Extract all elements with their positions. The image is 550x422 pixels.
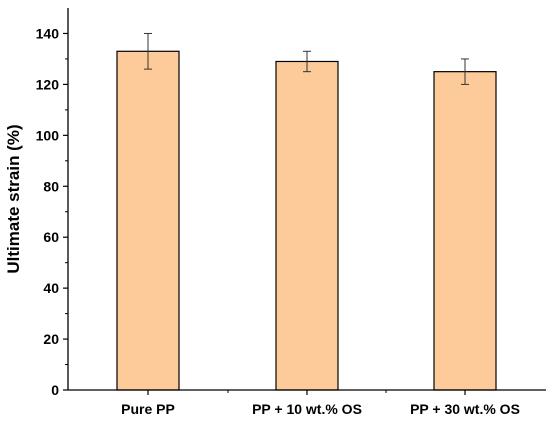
error-bars [144, 32, 469, 85]
y-tick-label: 80 [43, 178, 59, 194]
bar-3 [433, 71, 497, 391]
y-ticks: 0 20 40 60 80 100 120 140 [36, 25, 68, 398]
y-axis-title: Ultimate strain (%) [4, 124, 23, 273]
error-bar-3 [461, 58, 469, 85]
error-bar-1 [144, 32, 152, 70]
bar-2 [275, 60, 339, 391]
bar-1 [116, 50, 180, 391]
y-tick-label: 40 [43, 280, 59, 296]
x-category-labels: Pure PP PP + 10 wt.% OS PP + 30 wt.% OS [121, 390, 520, 417]
y-tick-label: 0 [51, 382, 59, 398]
y-tick-label: 140 [36, 25, 60, 41]
y-tick-label: 100 [36, 127, 60, 143]
y-tick-label: 60 [43, 229, 59, 245]
y-tick-label: 120 [36, 76, 60, 92]
bars [116, 50, 497, 391]
x-category-label: PP + 30 wt.% OS [410, 401, 520, 417]
y-tick-label: 20 [43, 331, 59, 347]
x-category-label: PP + 10 wt.% OS [252, 401, 362, 417]
x-category-label: Pure PP [121, 401, 175, 417]
error-bar-2 [303, 50, 311, 73]
